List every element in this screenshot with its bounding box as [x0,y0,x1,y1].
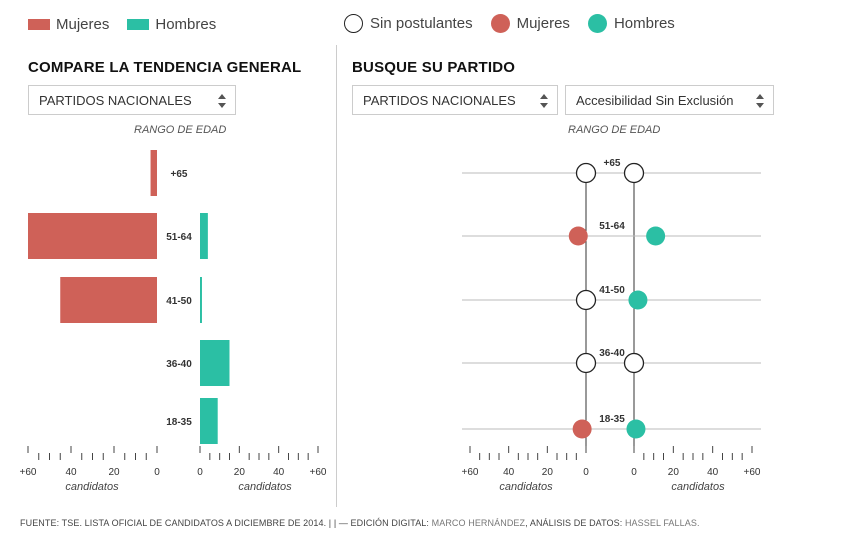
tick-label: 20 [234,467,246,478]
bar-mujeres-51-64 [28,213,157,259]
tick-label: 40 [65,467,77,478]
axis-title: candidatos [671,481,725,493]
right-panel-title: BUSQUE SU PARTIDO [352,59,516,76]
hombres-dot-icon [587,14,607,33]
tick-label: 0 [154,467,160,478]
tick-label: 40 [707,467,719,478]
axis-title: candidatos [65,481,119,493]
left-party-select[interactable]: PARTIDOS NACIONALES [28,85,236,115]
legend-label: Mujeres [56,16,110,33]
legend-right: Sin postulantes Mujeres Hombres [344,14,693,33]
legend-item-sin-postulantes: Sin postulantes [344,14,473,33]
tick-label: 0 [197,467,203,478]
select-value: PARTIDOS NACIONALES [363,92,516,108]
dot-hombres-51-64 [646,226,666,246]
legend-label: Hombres [613,15,675,32]
right-group-select[interactable]: PARTIDOS NACIONALES [352,85,558,115]
footer-editor: MARCO HERNÁNDEZ [431,518,526,528]
select-value: PARTIDOS NACIONALES [39,92,192,108]
select-arrows-icon [540,94,548,108]
hombres-swatch [127,19,150,30]
bar-hombres-51-64 [200,213,208,259]
mujeres-dot-icon [490,14,510,33]
age-label: 41-50 [599,285,625,296]
age-label: +65 [171,169,188,180]
panel-divider [336,45,337,507]
dot-empty-hombres-36-40 [623,352,645,374]
tick-label: 0 [583,467,589,478]
dot-empty-mujeres-+65 [575,162,597,184]
tick-label: 0 [631,467,637,478]
age-label: 36-40 [166,359,192,370]
dot-mujeres-18-35 [572,419,592,439]
bar-mujeres-41-50 [60,277,157,323]
age-label: 51-64 [599,221,625,232]
age-label: 51-64 [166,232,192,243]
empty-circle-icon [344,14,363,33]
axis-title: candidatos [238,481,292,493]
dot-hombres-41-50 [628,290,648,310]
bar-hombres-36-40 [200,340,230,386]
dot-empty-hombres-+65 [623,162,645,184]
tick-label: 20 [668,467,680,478]
legend-item-hombres[interactable]: Hombres [127,16,216,33]
select-arrows-icon [218,94,226,108]
dot-mujeres-51-64 [568,226,588,246]
tick-label: +60 [462,467,479,478]
left-rango-label: RANGO DE EDAD [134,124,227,136]
right-rango-label: RANGO DE EDAD [568,124,661,136]
mujeres-swatch [28,19,50,30]
bar-mujeres-+65 [150,150,157,196]
legend-item-hombres: Hombres [587,14,675,33]
tick-label: 40 [503,467,515,478]
legend-label: Mujeres [516,15,570,32]
bar-hombres-18-35 [200,398,218,444]
tick-label: 20 [108,467,120,478]
dot-empty-mujeres-41-50 [575,289,597,311]
dot-hombres-18-35 [626,419,646,439]
dot-empty-mujeres-36-40 [575,352,597,374]
select-arrows-icon [756,94,764,108]
legend-label: Sin postulantes [370,15,473,32]
select-value: Accesibilidad Sin Exclusión [576,92,734,108]
tick-label: 20 [542,467,554,478]
left-pyramid-chart: +65 51-64 41-50 36-40 18-35 +60 40 20 0 candidato… [20,150,327,493]
footer: FUENTE: TSE. LISTA OFICIAL DE CANDIDATOS… [20,518,700,528]
tick-label: +60 [20,467,37,478]
tick-label: +60 [310,467,327,478]
legend-label: Hombres [155,16,217,33]
footer-analyst: HASSEL FALLAS. [624,518,700,528]
tick-label: +60 [744,467,761,478]
bar-hombres-41-50 [200,277,202,323]
footer-analysis-label: , ANÁLISIS DE DATOS: [525,518,623,528]
age-label: +65 [604,158,621,169]
left-panel-title: COMPARE LA TENDENCIA GENERAL [28,59,302,76]
party-select[interactable]: Accesibilidad Sin Exclusión [565,85,774,115]
legend-left: Mujeres Hombres [28,16,234,33]
age-label: 36-40 [599,348,625,359]
legend-item-mujeres: Mujeres [490,14,570,33]
age-label: 18-35 [166,417,192,428]
axis-title: candidatos [499,481,553,493]
age-label: 18-35 [599,414,625,425]
tick-label: 40 [273,467,285,478]
right-dot-chart: +65 51-64 41-50 36-40 18-35 +60 40 20 0 candidato… [462,158,761,493]
legend-item-mujeres[interactable]: Mujeres [28,16,109,33]
footer-source: FUENTE: TSE. LISTA OFICIAL DE CANDIDATOS… [20,518,430,528]
age-label: 41-50 [166,296,192,307]
